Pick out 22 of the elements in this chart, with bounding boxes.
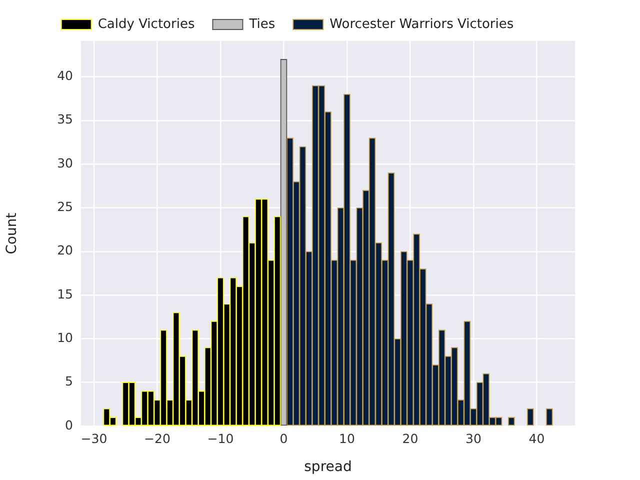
x-tick-label: −20 [144, 430, 170, 446]
y-tick-label: 40 [57, 68, 74, 84]
legend-label: Caldy Victories [98, 16, 195, 32]
y-axis-title: Count [4, 212, 20, 254]
x-axis-title: spread [304, 459, 352, 476]
x-tick-label: −30 [80, 430, 108, 446]
x-tick-label: −10 [207, 430, 234, 446]
y-tick-label: 10 [57, 330, 74, 345]
x-tick-label: 40 [528, 430, 545, 446]
y-tick-label: 0 [65, 417, 74, 432]
y-tick-label: 20 [57, 242, 74, 258]
y-tick-label: 15 [57, 286, 73, 302]
x-tick-label: 30 [466, 430, 482, 446]
legend-label: Ties [248, 16, 276, 32]
x-tick-label: 10 [339, 430, 355, 446]
x-tick-label: 0 [280, 430, 288, 446]
x-tick-label: 20 [402, 430, 418, 446]
y-tick-label: 25 [57, 198, 73, 214]
y-tick-label: 5 [65, 374, 73, 389]
legend-label: Worcester Warriors Victories [330, 16, 514, 32]
y-tick-label: 35 [57, 112, 73, 127]
y-tick-label: 30 [57, 155, 74, 170]
